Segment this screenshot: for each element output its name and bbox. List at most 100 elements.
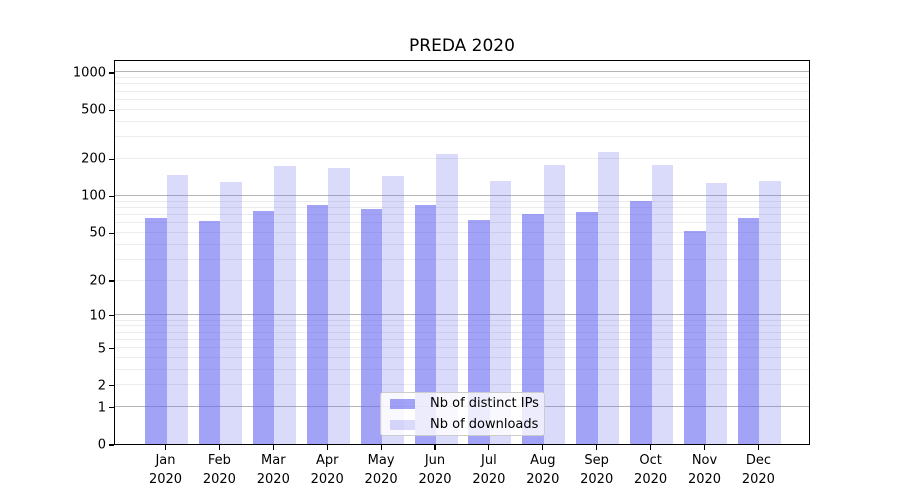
- x-tick-label-jun-2020: Jun 2020: [418, 453, 452, 487]
- y-tick-label-20: 20: [89, 273, 106, 289]
- x-tick-label-sep-2020: Sep 2020: [580, 453, 614, 487]
- gridline-50: [115, 231, 809, 233]
- x-tick-sep-2020: [596, 445, 598, 450]
- bar-nb-of-downloads-oct-2020: [651, 164, 674, 444]
- legend-swatch-distinct-ips-icon: [390, 398, 415, 409]
- x-tick-aug-2020: [542, 445, 544, 450]
- y-tick-2: [109, 385, 114, 387]
- gridline-1000: [115, 71, 809, 73]
- bar-nb-of-distinct-ips-nov-2020: [684, 231, 706, 444]
- x-tick-feb-2020: [218, 445, 220, 450]
- gridline-300: [115, 136, 809, 138]
- bar-nb-of-distinct-ips-feb-2020: [198, 220, 221, 444]
- y-tick-label-200: 200: [81, 151, 106, 167]
- y-tick-label-0: 0: [97, 437, 106, 453]
- bar-nb-of-downloads-apr-2020: [328, 167, 350, 444]
- bar-nb-of-distinct-ips-dec-2020: [737, 217, 760, 444]
- bar-nb-of-distinct-ips-jul-2020: [468, 220, 490, 444]
- gridline-900: [115, 77, 809, 79]
- bar-nb-of-distinct-ips-oct-2020: [630, 201, 652, 444]
- gridline-80: [115, 206, 809, 208]
- legend-item-downloads: Nb of downloads: [390, 416, 544, 433]
- y-tick-label-10: 10: [89, 308, 106, 324]
- y-tick-label-5: 5: [97, 341, 106, 356]
- x-tick-oct-2020: [650, 445, 652, 450]
- x-tick-nov-2020: [703, 445, 706, 450]
- gridline-7: [115, 331, 809, 333]
- gridline-6: [115, 338, 809, 340]
- gridline-90: [115, 200, 809, 202]
- x-tick-label-jul-2020: Jul 2020: [472, 453, 506, 487]
- y-tick-1: [109, 407, 114, 409]
- bar-nb-of-distinct-ips-aug-2020: [522, 214, 544, 444]
- x-tick-may-2020: [380, 445, 382, 450]
- bar-nb-of-distinct-ips-sep-2020: [576, 211, 598, 444]
- x-tick-label-mar-2020: Mar 2020: [256, 453, 290, 487]
- legend-item-distinct-ips: Nb of distinct IPs: [390, 395, 544, 412]
- gridline-200: [115, 157, 809, 159]
- y-tick-label-1: 1: [97, 400, 106, 416]
- x-tick-dec-2020: [757, 445, 759, 450]
- y-tick-500: [109, 109, 114, 111]
- y-tick-100: [109, 195, 114, 198]
- y-tick-5: [109, 347, 114, 350]
- x-tick-jun-2020: [434, 445, 436, 450]
- legend-label-distinct-ips: Nb of distinct IPs: [430, 396, 539, 411]
- y-tick-label-50: 50: [89, 225, 106, 241]
- gridline-20: [115, 279, 809, 281]
- x-tick-label-feb-2020: Feb 2020: [202, 453, 236, 487]
- bar-nb-of-distinct-ips-jan-2020: [145, 218, 167, 444]
- bar-nb-of-downloads-aug-2020: [543, 164, 566, 444]
- gridline-60: [115, 222, 809, 224]
- gridline-2: [115, 384, 809, 386]
- x-tick-label-dec-2020: Dec 2020: [741, 453, 775, 487]
- y-tick-20: [109, 280, 114, 282]
- bar-nb-of-downloads-may-2020: [382, 176, 404, 444]
- y-tick-label-100: 100: [81, 188, 106, 204]
- y-tick-50: [109, 232, 114, 234]
- bar-nb-of-distinct-ips-jun-2020: [414, 205, 436, 444]
- y-tick-10: [109, 315, 114, 317]
- x-tick-apr-2020: [326, 445, 328, 450]
- gridline-800: [115, 83, 809, 85]
- bar-nb-of-downloads-dec-2020: [759, 181, 781, 444]
- legend-label-downloads: Nb of downloads: [430, 417, 539, 432]
- x-tick-label-oct-2020: Oct 2020: [634, 453, 668, 487]
- gridline-70: [115, 213, 809, 215]
- x-tick-label-nov-2020: Nov 2020: [687, 453, 722, 487]
- gridline-600: [115, 98, 809, 100]
- gridline-3: [115, 368, 809, 370]
- y-tick-1000: [109, 72, 114, 74]
- x-tick-label-may-2020: May 2020: [364, 453, 398, 487]
- gridline-9: [115, 319, 809, 321]
- y-tick-0: [109, 444, 114, 446]
- gridline-30: [115, 258, 809, 260]
- bar-nb-of-downloads-jun-2020: [436, 154, 458, 444]
- gridline-8: [115, 325, 809, 327]
- x-tick-jan-2020: [164, 445, 167, 450]
- gridline-700: [115, 90, 809, 92]
- gridline-500: [115, 108, 809, 110]
- x-tick-jul-2020: [488, 445, 490, 450]
- x-tick-label-apr-2020: Apr 2020: [310, 453, 344, 487]
- bar-nb-of-downloads-jan-2020: [166, 174, 188, 444]
- gridline-5: [115, 347, 809, 349]
- chart-title: PREDA 2020: [409, 36, 515, 56]
- bar-nb-of-downloads-mar-2020: [274, 165, 296, 444]
- bar-nb-of-distinct-ips-mar-2020: [252, 210, 275, 444]
- legend: Nb of distinct IPs Nb of downloads: [380, 392, 545, 436]
- y-tick-label-1000: 1000: [72, 65, 106, 81]
- y-tick-200: [109, 158, 114, 160]
- gridline-10: [115, 314, 809, 316]
- bar-nb-of-downloads-jul-2020: [489, 181, 512, 444]
- bar-nb-of-downloads-sep-2020: [597, 151, 620, 444]
- bar-nb-of-distinct-ips-apr-2020: [306, 204, 329, 444]
- bar-nb-of-downloads-nov-2020: [705, 183, 727, 444]
- gridline-400: [115, 120, 809, 122]
- gridline-100: [115, 194, 809, 196]
- y-tick-label-2: 2: [97, 378, 106, 394]
- x-tick-label-jan-2020: Jan 2020: [148, 453, 183, 487]
- x-tick-label-aug-2020: Aug 2020: [526, 453, 560, 487]
- y-tick-label-500: 500: [81, 102, 106, 118]
